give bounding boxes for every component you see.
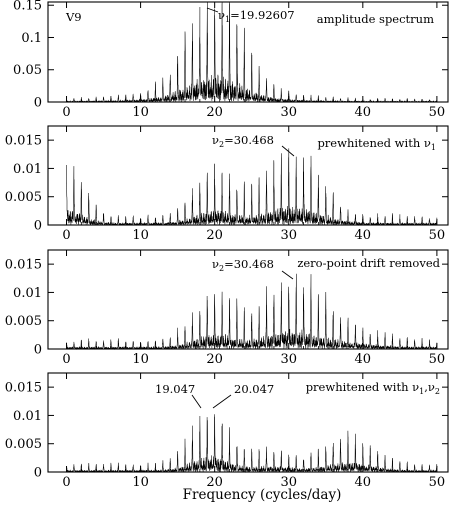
y-tick-label: 0.1 [21, 31, 42, 46]
x-tick-label: 0 [62, 228, 70, 243]
y-tick-label: 0.01 [13, 286, 42, 301]
x-tick-label: 30 [280, 475, 297, 490]
spectrum-line [66, 148, 438, 226]
y-tick-label: 0.015 [5, 134, 42, 149]
panel-3-plot [66, 273, 438, 351]
panel-2-title-nu-sub: 1 [431, 143, 436, 152]
y-tick-label: 0.015 [5, 258, 42, 273]
panel-4-title-nu2-sub: 2 [435, 387, 440, 396]
x-tick-label: 20 [206, 228, 223, 243]
panel-1-nu: ν [218, 8, 225, 22]
x-tick-label: 40 [355, 352, 372, 367]
panel-2-plot [66, 148, 438, 226]
panel-2-nu: ν [212, 133, 219, 147]
x-tick-label: 20 [206, 105, 223, 120]
x-tick-label: 0 [62, 475, 70, 490]
panel-3-pointer [281, 270, 294, 280]
y-tick-label: 0.05 [13, 63, 42, 78]
panel-1-nu-sub: 1 [225, 15, 230, 24]
x-tick-label: 20 [206, 352, 223, 367]
x-tick-label: 30 [280, 105, 297, 120]
x-tick-label: 0 [62, 352, 70, 367]
panel-2-freq-value: =30.468 [224, 133, 274, 147]
panel-1-frame [47, 1, 449, 103]
panel-1-title: amplitude spectrum [317, 12, 434, 26]
panel-4-title: prewhitened with ν1,ν2 [306, 380, 440, 396]
panel-4-right-pointer [212, 394, 232, 409]
x-tick-label: 30 [280, 352, 297, 367]
y-tick-label: 0.015 [5, 381, 42, 396]
x-axis-label: Frequency (cycles/day) [183, 487, 342, 503]
spectrum-line [66, 414, 438, 473]
panel-4-title-nu1: ν [412, 380, 419, 394]
y-tick-label: 0.005 [5, 314, 42, 329]
panel-2-axes: 0 10 20 30 40 50 0 0.005 0.01 0.015 [5, 126, 448, 243]
y-tick-label: 0.15 [13, 0, 42, 14]
panel-3-nu-sub: 2 [219, 264, 224, 273]
x-tick-label: 50 [429, 228, 446, 243]
panel-4-title-nu1-sub: 1 [419, 387, 424, 396]
x-tick-label: 50 [429, 352, 446, 367]
panel-1-freq-value: =19.92607 [230, 8, 295, 22]
panel-2-title-text: prewhitened with [317, 136, 423, 150]
x-tick-label: 40 [355, 228, 372, 243]
panel-4-title-comma: , [424, 380, 428, 394]
x-tick-label: 50 [429, 475, 446, 490]
y-tick-label: 0 [34, 96, 42, 111]
panel-2-nu-sub: 2 [219, 140, 224, 149]
panel-1-star-label: V9 [65, 10, 82, 24]
panel-2-frame [47, 125, 449, 226]
x-tick-label: 20 [206, 475, 223, 490]
panel-4: 0 10 20 30 40 50 0 0.005 0.01 0.015 19.047 20.047… [5, 372, 449, 490]
panel-2: 0 10 20 30 40 50 0 0.005 0.01 0.015 prewhitened w… [5, 125, 449, 243]
panel-4-axes: 0 10 20 30 40 50 0 0.005 0.01 0.015 [5, 373, 448, 490]
panel-2-title-nu: ν [424, 136, 431, 150]
x-tick-label: 30 [280, 228, 297, 243]
x-tick-label: 10 [132, 352, 149, 367]
x-tick-label: 50 [429, 105, 446, 120]
panel-4-left-peak-label: 19.047 [155, 382, 195, 396]
panel-3-nu: ν [212, 257, 219, 271]
panel-3: 0 10 20 30 40 50 0 0.005 0.01 0.015 ν2=30.468 zer… [5, 249, 449, 367]
spectrum-line [66, 2, 438, 103]
panel-3-title: zero-point drift removed [297, 256, 440, 270]
panel-2-pointer [281, 145, 295, 157]
panel-1-freq-label: ν1=19.92607 [218, 8, 295, 24]
panel-2-title: prewhitened with ν1 [317, 136, 436, 152]
x-tick-label: 0 [62, 105, 70, 120]
y-tick-label: 0.005 [5, 190, 42, 205]
panel-1: 0 10 20 30 40 50 0 0.05 0.1 0.15 V9 amplitude spe… [13, 0, 449, 120]
y-tick-label: 0.01 [13, 162, 42, 177]
y-tick-label: 0.005 [5, 437, 42, 452]
panel-4-title-text: prewhitened with [306, 380, 412, 394]
panel-3-axes: 0 10 20 30 40 50 0 0.005 0.01 0.015 [5, 250, 448, 367]
spectrum-line [66, 273, 438, 351]
panel-2-freq-label: ν2=30.468 [212, 133, 274, 149]
x-tick-label: 40 [355, 105, 372, 120]
y-tick-label: 0 [34, 219, 42, 234]
panel-4-title-nu2: ν [428, 380, 435, 394]
panel-1-axes: 0 10 20 30 40 50 0 0.05 0.1 0.15 [13, 0, 448, 120]
panel-1-pointer [206, 7, 219, 13]
panel-3-frame [47, 249, 449, 350]
x-tick-label: 40 [355, 475, 372, 490]
panel-3-freq-value: =30.468 [224, 257, 274, 271]
panel-1-plot [66, 2, 438, 103]
y-tick-label: 0 [34, 466, 42, 481]
x-tick-label: 10 [132, 228, 149, 243]
panel-4-right-peak-label: 20.047 [234, 382, 274, 396]
panel-4-left-pointer [191, 394, 202, 409]
panel-3-freq-label: ν2=30.468 [212, 257, 274, 273]
panel-4-frame [47, 372, 449, 473]
y-tick-label: 0 [34, 343, 42, 358]
panel-4-plot [66, 414, 438, 473]
x-tick-label: 10 [132, 475, 149, 490]
x-tick-label: 10 [132, 105, 149, 120]
y-tick-label: 0.01 [13, 409, 42, 424]
